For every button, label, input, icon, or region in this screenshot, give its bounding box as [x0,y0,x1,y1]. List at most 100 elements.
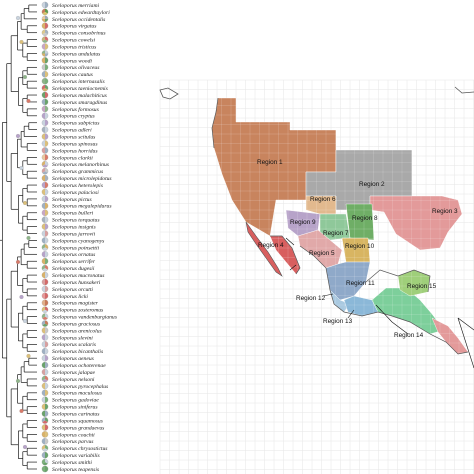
region-label-6: Region 6 [310,196,336,203]
species-label: Sceloporus cautus [52,72,93,78]
tip-state-pie [41,8,49,16]
pie-slice [45,410,49,417]
tip-state-pie [41,195,49,203]
pie-slice [41,1,45,9]
pie-outline [41,77,49,85]
pie-slice [42,247,48,251]
pie-outline [41,410,49,417]
pie-slice [41,133,45,140]
tip-state-pie [41,251,49,258]
tip-state-pie [41,154,49,161]
tip-state-pie [41,271,49,279]
pie-slice [41,15,45,19]
tip-state-pie [41,438,49,445]
species-label: Sceloporus serrifer [52,258,96,265]
pie-slice [41,306,45,312]
pie-outline [41,334,49,341]
pie-slice [41,91,45,99]
species-label: Sceloporus woodi [52,58,92,64]
pie-outline [41,444,49,452]
pie-slice [42,171,48,175]
region-label-2: Region 2 [359,181,385,188]
pie-outline [41,382,49,390]
pie-outline [41,8,49,16]
tip-state-pie [41,444,49,452]
tip-state-pie [41,188,49,196]
tip-state-pie [41,140,49,147]
region-block-3 [369,195,463,251]
tip-state-pie [41,161,49,168]
pie-outline [41,458,49,466]
pie-slice [41,327,45,334]
pie-slice [41,271,45,279]
pie-slice [41,22,45,29]
region-label-15: Region 15 [407,283,437,290]
tip-state-pie [41,223,49,230]
pie-slice [41,438,45,445]
pie-slice [45,320,49,326]
pie-outline [41,112,49,120]
region-label-7: Region 7 [323,230,349,237]
species-label: Sceloporus magister [52,301,99,307]
tip-state-pie [41,458,49,466]
pie-outline [41,1,49,9]
tip-state-pie [41,403,49,410]
tip-state-pie [41,264,49,272]
species-label: Sceloporus scitulus [52,134,95,140]
baja-peninsula-outline [245,221,283,277]
pie-outline [41,327,49,334]
species-label: Sceloporus pictus [52,197,92,203]
species-label: Sceloporus cryptus [52,114,95,120]
tip-state-pie [41,71,49,78]
pie-slice [45,458,49,464]
species-label: Sceloporus bicanthalis [52,349,103,355]
tip-state-pie [41,299,49,307]
tip-state-pie [41,22,49,30]
ancestral-node-pie [23,319,28,324]
pie-slice [41,36,45,42]
pie-slice [41,265,45,270]
region-label-13: Region 13 [323,318,353,325]
pie-slice [41,410,45,417]
pie-outline [41,202,49,210]
pie-slice [41,244,45,249]
tip-state-pie [41,424,49,431]
ancestral-node-pie [19,39,24,44]
pie-outline [41,389,49,397]
species-label: Sceloporus nelsoni [52,377,95,383]
tip-state-pie [41,98,49,106]
species-label: Sceloporus pyrocephalus [52,384,108,390]
tip-state-pie [41,285,49,293]
pie-outline [41,147,49,154]
pie-slice [45,244,49,249]
pie-slice [42,462,48,466]
pie-outline [41,64,49,71]
tip-state-pie [41,64,49,71]
pie-outline [41,167,49,175]
pie-outline [41,271,49,279]
species-label: Sceloporus palaciosi [52,190,99,196]
pie-outline [41,306,49,313]
pie-slice [45,348,49,355]
pie-slice [45,362,49,369]
region-block-8 [345,203,375,241]
pie-slice [41,292,45,299]
ancestral-state-pies [16,1,49,473]
species-label: Sceloporus microlepidotus [52,176,112,182]
species-label: Sceloporus aeneus [52,356,94,362]
tip-state-pie [41,278,49,286]
pie-slice [41,355,45,362]
pie-slice [45,15,49,19]
pie-slice [41,334,45,341]
species-label: Sceloporus horridus [52,148,98,154]
pie-slice [41,119,45,126]
pie-slice [41,278,45,286]
species-label: Sceloporus maculosus [52,391,102,397]
tip-state-pie [41,202,49,210]
pie-outline [41,341,49,348]
species-label: Sceloporus siniferus [52,404,98,411]
pie-outline [41,396,49,403]
pie-slice [45,85,49,90]
species-label: Sceloporus subpictus [52,121,99,127]
ancestral-node-pie [16,16,21,21]
